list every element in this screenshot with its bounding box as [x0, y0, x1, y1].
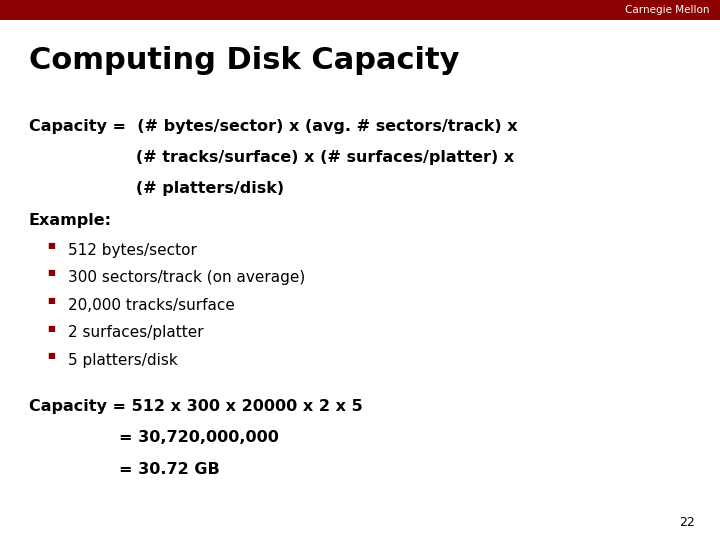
Text: ■: ■: [47, 268, 55, 278]
Text: Computing Disk Capacity: Computing Disk Capacity: [29, 46, 459, 75]
Text: 20,000 tracks/surface: 20,000 tracks/surface: [68, 298, 235, 313]
Text: 2 surfaces/platter: 2 surfaces/platter: [68, 325, 204, 340]
Text: Carnegie Mellon: Carnegie Mellon: [625, 5, 709, 15]
Text: 512 bytes/sector: 512 bytes/sector: [68, 242, 197, 258]
Text: Example:: Example:: [29, 213, 112, 228]
Text: = 30.72 GB: = 30.72 GB: [29, 462, 220, 477]
Text: ■: ■: [47, 296, 55, 305]
Text: Capacity =  (# bytes/sector) x (avg. # sectors/track) x: Capacity = (# bytes/sector) x (avg. # se…: [29, 119, 518, 134]
Text: 5 platters/disk: 5 platters/disk: [68, 353, 178, 368]
Text: = 30,720,000,000: = 30,720,000,000: [29, 430, 279, 445]
Text: Capacity = 512 x 300 x 20000 x 2 x 5: Capacity = 512 x 300 x 20000 x 2 x 5: [29, 399, 363, 414]
Text: (# platters/disk): (# platters/disk): [29, 181, 284, 197]
Text: ■: ■: [47, 241, 55, 250]
Text: (# tracks/surface) x (# surfaces/platter) x: (# tracks/surface) x (# surfaces/platter…: [29, 150, 514, 165]
Text: ■: ■: [47, 351, 55, 360]
Text: 22: 22: [679, 516, 695, 529]
Text: ■: ■: [47, 323, 55, 333]
Text: 300 sectors/track (on average): 300 sectors/track (on average): [68, 270, 306, 285]
